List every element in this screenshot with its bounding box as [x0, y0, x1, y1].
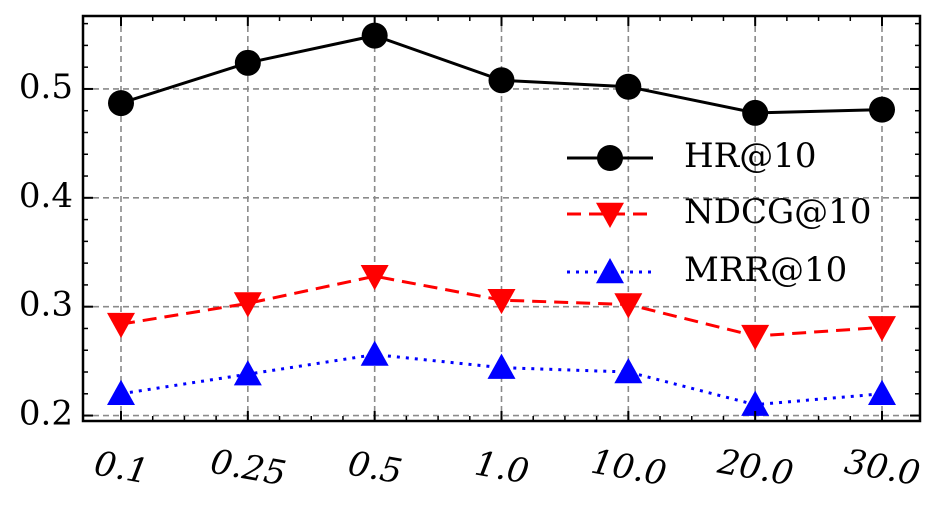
x-tick-label: 1.0 [472, 444, 532, 493]
data-point [360, 265, 389, 291]
data-point [742, 99, 769, 126]
legend-marker [597, 145, 623, 171]
data-point [233, 292, 262, 318]
data-point [487, 288, 516, 315]
series-ndcg-10 [107, 265, 896, 351]
data-point [869, 96, 895, 123]
x-tick-label: 30.0 [842, 442, 923, 495]
data-point [234, 49, 261, 76]
grid [83, 16, 920, 421]
legend-item-hr-10: HR@10 [567, 136, 817, 176]
y-tick-label: 0.2 [19, 394, 73, 434]
data-point [868, 379, 896, 405]
series-layer [107, 22, 896, 416]
x-tick-label: 0.25 [207, 442, 288, 495]
x-tick-label: 20.0 [714, 442, 796, 495]
y-tick-label: 0.3 [19, 285, 73, 325]
data-point [360, 340, 389, 366]
y-tick-label: 0.4 [19, 176, 73, 216]
data-point [741, 390, 770, 416]
data-point [487, 353, 516, 379]
legend-item-ndcg-10: NDCG@10 [567, 192, 871, 232]
data-point [868, 316, 896, 342]
data-point [741, 324, 770, 351]
data-point [615, 73, 642, 100]
legend-item-mrr-10: MRR@10 [567, 250, 847, 290]
x-tick-label: 10.0 [588, 442, 669, 495]
data-point [488, 67, 515, 94]
axis-ticks: 0.1 0.25 0.5 1.0 10.0 20.0 30.0 0.2 0.3 0.4 0.5 [19, 16, 923, 494]
data-point [108, 90, 134, 117]
x-tick-label: 0.5 [345, 444, 405, 493]
legend-marker [596, 258, 624, 284]
legend-label: HR@10 [684, 136, 817, 176]
y-tick-label: 0.5 [19, 67, 73, 107]
data-point [361, 22, 388, 49]
data-point [107, 379, 135, 405]
data-point [107, 312, 135, 339]
x-tick-label: 0.1 [91, 444, 151, 493]
data-point [614, 358, 643, 384]
series-mrr-10 [107, 340, 896, 416]
legend-label: MRR@10 [684, 250, 847, 290]
legend: HR@10 NDCG@10 MRR@10 [567, 136, 871, 290]
legend-marker [596, 202, 624, 228]
series-hr-10 [108, 22, 895, 126]
legend-label: NDCG@10 [684, 192, 871, 232]
data-point [233, 360, 262, 386]
data-point [614, 293, 643, 319]
